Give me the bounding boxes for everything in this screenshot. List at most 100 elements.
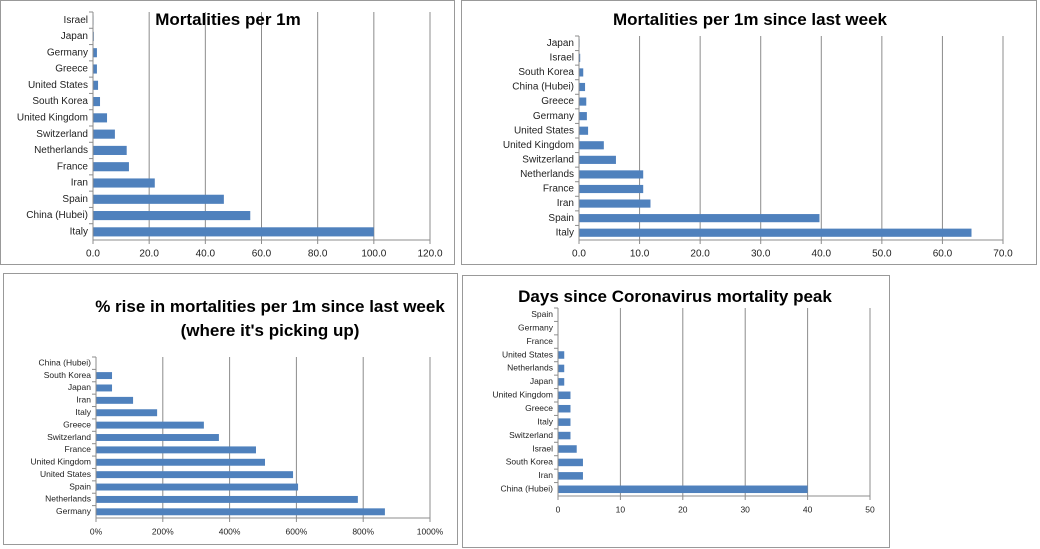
y-tick-label: China (Hubei) (26, 210, 88, 221)
y-tick-label: Netherlands (34, 145, 88, 156)
bar (93, 64, 97, 74)
y-tick-label: United States (514, 125, 574, 136)
y-tick-label: Italy (556, 227, 574, 238)
bar (558, 445, 577, 453)
bar (579, 82, 586, 92)
y-tick-label: Japan (61, 31, 88, 42)
x-tick-label: 80.0 (308, 249, 328, 260)
y-tick-label: Netherlands (520, 169, 574, 180)
bar (579, 141, 604, 150)
chart-title: Mortalities per 1m (155, 10, 301, 29)
y-tick-label: Greece (63, 419, 91, 429)
x-tick-label: 200% (152, 526, 174, 536)
panel-border (462, 275, 890, 548)
x-tick-label: 0.0 (572, 249, 586, 260)
bar (558, 431, 571, 440)
y-tick-label: Netherlands (507, 363, 553, 373)
y-tick-label: Greece (55, 64, 88, 75)
bar (96, 508, 385, 516)
chart-title: Mortalities per 1m since last week (612, 10, 887, 29)
y-tick-label: Israel (550, 52, 574, 63)
x-tick-label: 600% (286, 526, 308, 536)
bar (96, 434, 219, 441)
y-tick-label: South Korea (518, 67, 574, 78)
x-tick-label: 0% (90, 526, 103, 536)
y-tick-label: France (57, 161, 89, 172)
y-tick-label: Switzerland (509, 430, 553, 440)
bar (558, 364, 565, 373)
x-tick-label: 40 (803, 504, 813, 514)
bar (558, 458, 583, 467)
y-tick-label: Iran (71, 178, 88, 189)
x-tick-label: 20 (678, 504, 688, 514)
bar (579, 53, 581, 62)
bar (558, 485, 808, 494)
y-tick-label: China (Hubei) (501, 484, 554, 494)
bar (558, 418, 571, 426)
x-tick-label: 60.0 (933, 249, 953, 260)
bar (96, 396, 134, 404)
bar (93, 48, 97, 58)
y-tick-label: United States (28, 80, 88, 91)
y-tick-label: South Korea (44, 370, 92, 380)
y-tick-label: United Kingdom (17, 112, 88, 123)
y-tick-label: China (Hubei) (512, 82, 574, 93)
y-tick-label: Israel (532, 443, 553, 453)
y-tick-label: Italy (537, 416, 553, 426)
bar (93, 194, 224, 204)
y-tick-label: United States (502, 349, 553, 359)
y-tick-label: United Kingdom (503, 140, 574, 151)
y-tick-label: Switzerland (36, 129, 88, 140)
bar (579, 199, 651, 208)
x-tick-label: 20.0 (139, 249, 159, 260)
y-tick-label: Netherlands (45, 494, 91, 504)
y-tick-label: Switzerland (47, 432, 91, 442)
panel-border (3, 273, 458, 545)
bar (96, 458, 266, 466)
bar (579, 184, 644, 194)
x-tick-label: 10.0 (630, 249, 650, 260)
y-tick-label: Iran (557, 198, 574, 209)
y-tick-label: Spain (62, 194, 88, 205)
panel-border (461, 0, 1037, 265)
x-tick-label: 50.0 (872, 249, 892, 260)
y-tick-label: United States (40, 469, 91, 479)
y-tick-label: Germany (533, 111, 574, 122)
x-tick-label: 70.0 (993, 249, 1013, 260)
x-tick-label: 10 (616, 504, 626, 514)
bar (579, 214, 820, 223)
y-tick-label: United Kingdom (31, 457, 91, 467)
bar (93, 178, 155, 188)
bar (93, 145, 127, 155)
y-tick-label: South Korea (506, 457, 554, 467)
x-tick-label: 1000% (417, 526, 444, 536)
bar (558, 378, 565, 386)
y-tick-label: South Korea (32, 96, 88, 107)
y-tick-label: Italy (70, 226, 88, 237)
bar (96, 483, 299, 491)
x-tick-label: 40.0 (196, 249, 216, 260)
bar (579, 112, 587, 121)
x-tick-label: 0.0 (86, 249, 100, 260)
bar (558, 391, 571, 400)
bar (93, 211, 251, 221)
y-tick-label: France (527, 336, 554, 346)
x-tick-label: 400% (219, 526, 241, 536)
x-tick-label: 50 (865, 504, 875, 514)
y-tick-label: China (Hubei) (39, 357, 92, 367)
y-tick-label: Spain (548, 213, 574, 224)
bar (93, 129, 115, 139)
y-tick-label: Spain (69, 481, 91, 491)
x-tick-label: 30.0 (751, 249, 771, 260)
bar (93, 97, 101, 107)
y-tick-label: Japan (68, 382, 91, 392)
y-tick-label: Italy (75, 407, 91, 417)
x-tick-label: 0 (556, 504, 561, 514)
x-tick-label: 60.0 (252, 249, 272, 260)
panel-border (0, 0, 455, 265)
y-tick-label: Iran (76, 395, 91, 405)
chart-title: Days since Coronavirus mortality peak (518, 287, 832, 306)
y-tick-label: Germany (56, 506, 92, 516)
bar (93, 162, 129, 172)
